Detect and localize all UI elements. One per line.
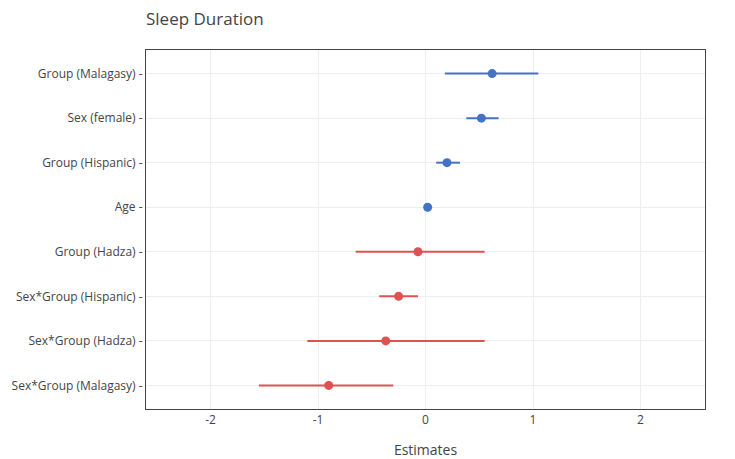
svg-text:-1: -1: [313, 411, 324, 428]
svg-text:Age -: Age -: [115, 198, 143, 215]
svg-text:Group (Hadza) -: Group (Hadza) -: [55, 243, 143, 260]
svg-text:Estimates: Estimates: [394, 440, 458, 459]
svg-text:Sex (female) -: Sex (female) -: [68, 109, 143, 126]
svg-text:Sleep Duration: Sleep Duration: [146, 7, 264, 30]
svg-text:0: 0: [422, 411, 429, 428]
svg-text:Sex*Group (Hadza) -: Sex*Group (Hadza) -: [29, 332, 143, 349]
svg-text:Sex*Group (Hispanic) -: Sex*Group (Hispanic) -: [16, 288, 143, 305]
svg-text:2: 2: [637, 411, 644, 428]
svg-text:1: 1: [530, 411, 537, 428]
svg-text:Group (Malagasy) -: Group (Malagasy) -: [38, 65, 143, 82]
svg-text:Group (Hispanic) -: Group (Hispanic) -: [42, 154, 143, 171]
svg-text:Sex*Group (Malagasy) -: Sex*Group (Malagasy) -: [12, 377, 143, 394]
svg-text:-2: -2: [205, 411, 216, 428]
